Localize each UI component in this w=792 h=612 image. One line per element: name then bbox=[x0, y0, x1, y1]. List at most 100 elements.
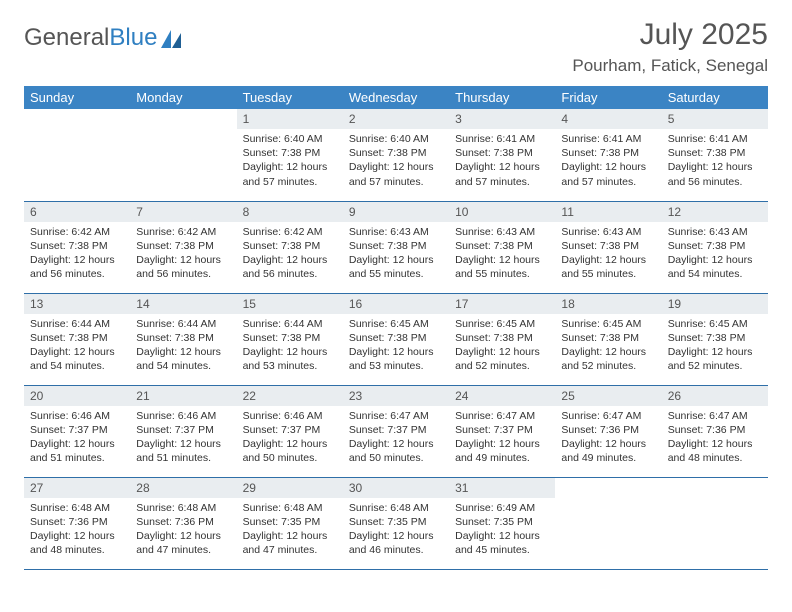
day-data: Sunrise: 6:49 AMSunset: 7:35 PMDaylight:… bbox=[449, 498, 555, 562]
day-line: Sunset: 7:38 PM bbox=[349, 331, 443, 345]
calendar-cell: 23Sunrise: 6:47 AMSunset: 7:37 PMDayligh… bbox=[343, 385, 449, 477]
day-line: Sunset: 7:38 PM bbox=[668, 239, 762, 253]
day-data: Sunrise: 6:43 AMSunset: 7:38 PMDaylight:… bbox=[449, 222, 555, 286]
calendar-cell: 16Sunrise: 6:45 AMSunset: 7:38 PMDayligh… bbox=[343, 293, 449, 385]
day-line: Sunset: 7:38 PM bbox=[136, 239, 230, 253]
day-data: Sunrise: 6:46 AMSunset: 7:37 PMDaylight:… bbox=[24, 406, 130, 470]
day-line: Daylight: 12 hours and 56 minutes. bbox=[30, 253, 124, 281]
day-number: 4 bbox=[555, 109, 661, 129]
calendar-cell: 21 Sunrise: 6:46 AMSunset: 7:37 PMDayligh… bbox=[130, 385, 236, 477]
day-data: Sunrise: 6:41 AMSunset: 7:38 PMDaylight:… bbox=[555, 129, 661, 193]
day-data: Sunrise: 6:44 AMSunset: 7:38 PMDaylight:… bbox=[24, 314, 130, 378]
day-line: Sunset: 7:37 PM bbox=[243, 423, 337, 437]
month-title: July 2025 bbox=[572, 18, 768, 52]
day-number: 26 bbox=[662, 386, 768, 406]
calendar-cell: 13Sunrise: 6:44 AMSunset: 7:38 PMDayligh… bbox=[24, 293, 130, 385]
calendar-cell bbox=[24, 109, 130, 201]
calendar-week: 1 Sunrise: 6:40 AM Sunset: 7:38 PM Daylight… bbox=[24, 109, 768, 201]
day-line: Sunrise: 6:43 AM bbox=[349, 225, 443, 239]
day-number: 9 bbox=[343, 202, 449, 222]
day-line: Daylight: 12 hours and 49 minutes. bbox=[455, 437, 549, 465]
calendar-cell: 5Sunrise: 6:41 AMSunset: 7:38 PMDaylight… bbox=[662, 109, 768, 201]
day-line: Daylight: 12 hours and 47 minutes. bbox=[136, 529, 230, 557]
logo-text-general: General bbox=[24, 24, 109, 52]
day-data: Sunrise: 6:42 AMSunset: 7:38 PMDaylight:… bbox=[237, 222, 343, 286]
day-line: Sunset: 7:37 PM bbox=[136, 423, 230, 437]
calendar-cell: 4Sunrise: 6:41 AMSunset: 7:38 PMDaylight… bbox=[555, 109, 661, 201]
day-line: Sunset: 7:38 PM bbox=[30, 331, 124, 345]
day-number: 10 bbox=[449, 202, 555, 222]
calendar-cell: 3Sunrise: 6:41 AMSunset: 7:38 PMDaylight… bbox=[449, 109, 555, 201]
day-header: Friday bbox=[555, 86, 661, 109]
day-line: Daylight: 12 hours and 57 minutes. bbox=[243, 160, 337, 188]
day-header-row: Sunday Monday Tuesday Wednesday Thursday… bbox=[24, 86, 768, 109]
day-number: 7 bbox=[130, 202, 236, 222]
day-line: Daylight: 12 hours and 55 minutes. bbox=[455, 253, 549, 281]
calendar-cell: 17Sunrise: 6:45 AMSunset: 7:38 PMDayligh… bbox=[449, 293, 555, 385]
day-line: Daylight: 12 hours and 55 minutes. bbox=[561, 253, 655, 281]
day-line: Sunrise: 6:41 AM bbox=[668, 132, 762, 146]
day-line: Sunrise: 6:41 AM bbox=[561, 132, 655, 146]
day-line: Sunrise: 6:46 AM bbox=[136, 409, 230, 423]
calendar-week: 20Sunrise: 6:46 AMSunset: 7:37 PMDayligh… bbox=[24, 385, 768, 477]
day-line: Sunset: 7:38 PM bbox=[561, 331, 655, 345]
day-line: Daylight: 12 hours and 51 minutes. bbox=[136, 437, 230, 465]
day-line: Sunrise: 6:45 AM bbox=[455, 317, 549, 331]
calendar-cell: 8Sunrise: 6:42 AMSunset: 7:38 PMDaylight… bbox=[237, 201, 343, 293]
day-line: Sunset: 7:36 PM bbox=[561, 423, 655, 437]
day-line: Sunrise: 6:47 AM bbox=[455, 409, 549, 423]
day-line: Sunset: 7:38 PM bbox=[136, 331, 230, 345]
day-number: 18 bbox=[555, 294, 661, 314]
day-line: Sunset: 7:35 PM bbox=[455, 515, 549, 529]
day-number: 25 bbox=[555, 386, 661, 406]
day-number: 1 bbox=[237, 109, 343, 129]
day-line: Daylight: 12 hours and 56 minutes. bbox=[668, 160, 762, 188]
day-number: 30 bbox=[343, 478, 449, 498]
day-line: Sunset: 7:38 PM bbox=[561, 239, 655, 253]
day-line: Sunrise: 6:44 AM bbox=[30, 317, 124, 331]
logo: GeneralBlue bbox=[24, 18, 183, 52]
day-line: Sunrise: 6:43 AM bbox=[561, 225, 655, 239]
day-line: Sunset: 7:38 PM bbox=[349, 239, 443, 253]
day-data: Sunrise: 6:45 AMSunset: 7:38 PMDaylight:… bbox=[555, 314, 661, 378]
day-data: Sunrise: 6:43 AMSunset: 7:38 PMDaylight:… bbox=[662, 222, 768, 286]
calendar-cell: 1Sunrise: 6:40 AMSunset: 7:38 PMDaylight… bbox=[237, 109, 343, 201]
day-header: Sunday bbox=[24, 86, 130, 109]
day-number: 21 bbox=[130, 386, 236, 406]
day-line: Daylight: 12 hours and 50 minutes. bbox=[349, 437, 443, 465]
day-line: Sunrise: 6:48 AM bbox=[349, 501, 443, 515]
day-number: 17 bbox=[449, 294, 555, 314]
day-number: 28 bbox=[130, 478, 236, 498]
calendar-cell bbox=[662, 477, 768, 569]
day-line: Daylight: 12 hours and 49 minutes. bbox=[561, 437, 655, 465]
day-line: Sunrise: 6:45 AM bbox=[561, 317, 655, 331]
day-number: 15 bbox=[237, 294, 343, 314]
day-line: Daylight: 12 hours and 52 minutes. bbox=[455, 345, 549, 373]
day-line: Sunset: 7:38 PM bbox=[243, 331, 337, 345]
day-data: Sunrise: 6:47 AMSunset: 7:37 PMDaylight:… bbox=[343, 406, 449, 470]
day-number bbox=[555, 478, 661, 484]
day-line: Daylight: 12 hours and 51 minutes. bbox=[30, 437, 124, 465]
day-line: Sunrise: 6:40 AM bbox=[349, 132, 443, 146]
calendar-cell: 22Sunrise: 6:46 AMSunset: 7:37 PMDayligh… bbox=[237, 385, 343, 477]
day-line: Sunrise: 6:43 AM bbox=[455, 225, 549, 239]
day-header: Saturday bbox=[662, 86, 768, 109]
day-data: Sunrise: 6:45 AMSunset: 7:38 PMDaylight:… bbox=[662, 314, 768, 378]
calendar-table: Sunday Monday Tuesday Wednesday Thursday… bbox=[24, 86, 768, 570]
day-line: Sunrise: 6:41 AM bbox=[455, 132, 549, 146]
header: GeneralBlue July 2025 Pourham, Fatick, S… bbox=[24, 18, 768, 76]
logo-text-blue: Blue bbox=[109, 24, 157, 52]
day-line: Sunrise: 6:47 AM bbox=[349, 409, 443, 423]
day-data: Sunrise: 6:48 AMSunset: 7:35 PMDaylight:… bbox=[343, 498, 449, 562]
day-data: Sunrise: 6:45 AMSunset: 7:38 PMDaylight:… bbox=[449, 314, 555, 378]
day-number bbox=[24, 109, 130, 115]
title-block: July 2025 Pourham, Fatick, Senegal bbox=[572, 18, 768, 76]
day-line: Sunrise: 6:47 AM bbox=[561, 409, 655, 423]
day-header: Thursday bbox=[449, 86, 555, 109]
day-data: Sunrise: 6:43 AMSunset: 7:38 PMDaylight:… bbox=[555, 222, 661, 286]
day-number: 19 bbox=[662, 294, 768, 314]
day-line: Sunrise: 6:48 AM bbox=[30, 501, 124, 515]
day-number: 22 bbox=[237, 386, 343, 406]
calendar-cell: 25 Sunrise: 6:47 AMSunset: 7:36 PMDayligh… bbox=[555, 385, 661, 477]
day-line: Sunset: 7:38 PM bbox=[561, 146, 655, 160]
